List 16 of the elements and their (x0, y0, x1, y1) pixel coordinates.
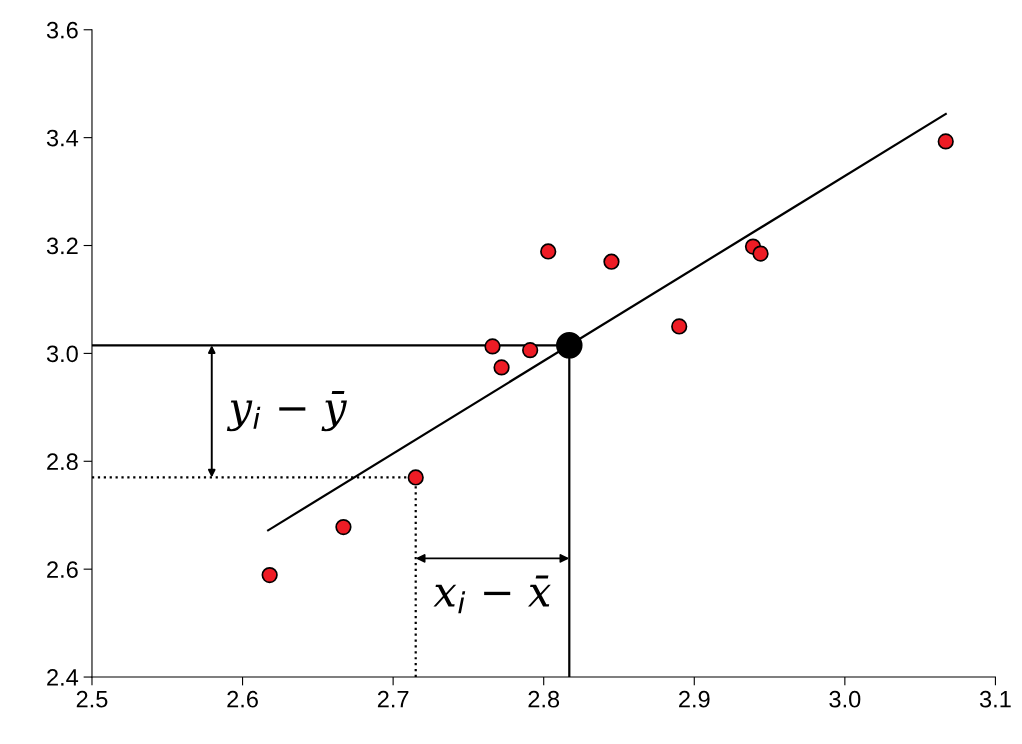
y-tick-label: 2.6 (47, 561, 78, 578)
x-tick-label: 2.7 (377, 690, 409, 708)
y-tick-label: 2.8 (47, 453, 78, 471)
x-tick-label: 2.9 (679, 690, 710, 708)
x-tick-label: 2.8 (528, 690, 560, 708)
y-tick-label: 3.2 (46, 237, 78, 255)
x-tick-label: 2.6 (227, 690, 258, 708)
x-tick-label: 3.0 (829, 690, 861, 708)
x-tick-label: 2.5 (76, 690, 108, 708)
y-tick-label: 2.4 (47, 669, 79, 686)
y-tick-label: 3.6 (46, 21, 78, 39)
y-tick-label: 3.0 (46, 345, 78, 363)
annotation: x$_{i}$ − x̄ (433, 575, 551, 614)
x-tick-label: 3.1 (979, 690, 1011, 708)
annotation: y$_{i}$ − ȳ (226, 390, 347, 432)
y-tick-label: 3.4 (46, 129, 79, 147)
